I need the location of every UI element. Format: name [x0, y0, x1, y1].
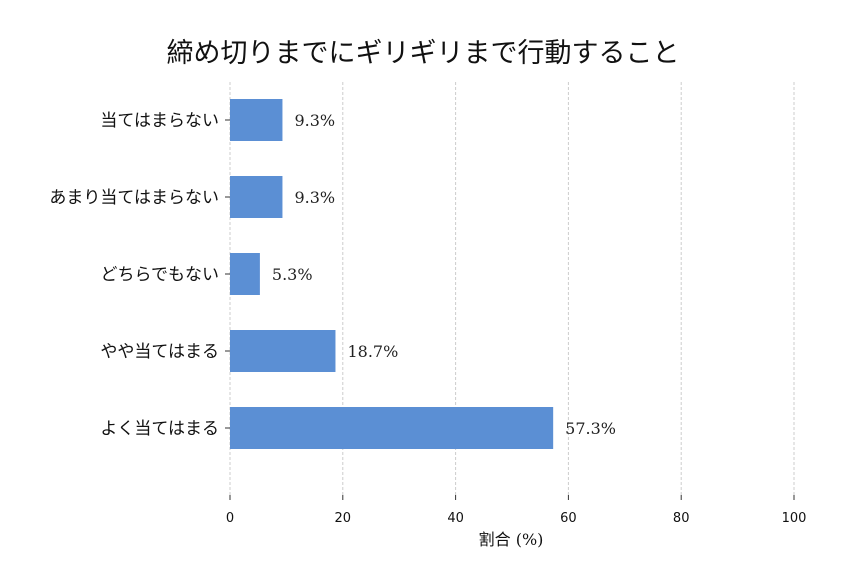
bar [230, 407, 554, 449]
value-label: 9.3% [294, 111, 335, 130]
bar [230, 253, 260, 295]
x-tick-label: 80 [673, 511, 690, 526]
x-axis-ticks: 0 20 40 60 80 100 [226, 495, 807, 526]
value-label: 57.3% [565, 419, 616, 438]
value-label: 9.3% [294, 188, 335, 207]
x-tick-label: 0 [226, 511, 234, 526]
bar [230, 176, 283, 218]
x-tick-label: 60 [560, 511, 577, 526]
category-label: あまり当てはまらない [49, 188, 219, 208]
bars [230, 99, 554, 449]
x-axis-title: 割合 (%) [479, 530, 544, 549]
x-tick-label: 100 [782, 511, 807, 526]
category-label: やや当てはまる [100, 342, 219, 362]
x-tick-label: 40 [447, 511, 464, 526]
category-label: どちらでもない [101, 265, 220, 285]
value-label: 18.7% [347, 342, 398, 361]
category-label: 当てはまらない [100, 111, 219, 131]
value-labels: 9.3% 9.3% 5.3% 18.7% 57.3% [272, 111, 616, 438]
value-label: 5.3% [272, 265, 313, 284]
x-tick-label: 20 [335, 511, 352, 526]
chart-title: 締め切りまでにギリギリまで行動すること [167, 38, 680, 69]
bar [230, 330, 336, 372]
category-label: よく当てはまる [100, 419, 219, 439]
bar [230, 99, 283, 141]
